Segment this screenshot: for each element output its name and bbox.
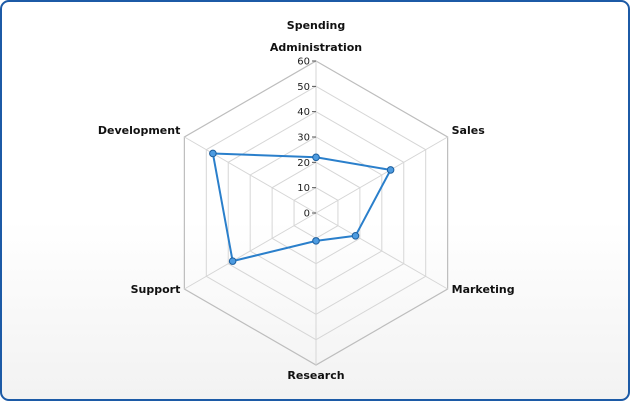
tick-label-10: 10 xyxy=(297,183,310,194)
category-label-support: Support xyxy=(131,283,181,296)
data-point-research[interactable] xyxy=(312,237,320,245)
category-label-development: Development xyxy=(98,124,180,137)
tick-label-60: 60 xyxy=(297,57,310,68)
series-line-0 xyxy=(211,152,392,263)
data-point-development[interactable] xyxy=(209,149,217,158)
data-point-support[interactable] xyxy=(228,257,237,265)
category-label-research: Research xyxy=(287,369,344,382)
data-point-sales[interactable] xyxy=(386,166,395,174)
spoke-5 xyxy=(184,136,317,214)
tick-label-40: 40 xyxy=(297,107,310,118)
tick-label-30: 30 xyxy=(297,133,310,144)
category-labels: Administration Sales Marketing Research Supp… xyxy=(98,41,515,382)
data-point-marketing[interactable] xyxy=(351,232,360,240)
spoke-4 xyxy=(184,212,317,290)
grid-layer xyxy=(183,60,449,366)
data-point-administration[interactable] xyxy=(312,153,320,162)
series-layer xyxy=(209,149,395,265)
category-label-administration: Administration xyxy=(270,41,362,54)
category-label-marketing: Marketing xyxy=(452,283,515,296)
spoke-1 xyxy=(315,136,448,214)
tick-label-0: 0 xyxy=(304,209,310,220)
tick-label-20: 20 xyxy=(297,158,310,169)
chart-title: Spending xyxy=(287,19,345,32)
tick-label-50: 50 xyxy=(297,82,310,93)
spoke-2 xyxy=(315,212,448,290)
category-label-sales: Sales xyxy=(452,124,486,137)
tick-layer: 0 10 20 30 40 50 60 xyxy=(297,57,316,220)
